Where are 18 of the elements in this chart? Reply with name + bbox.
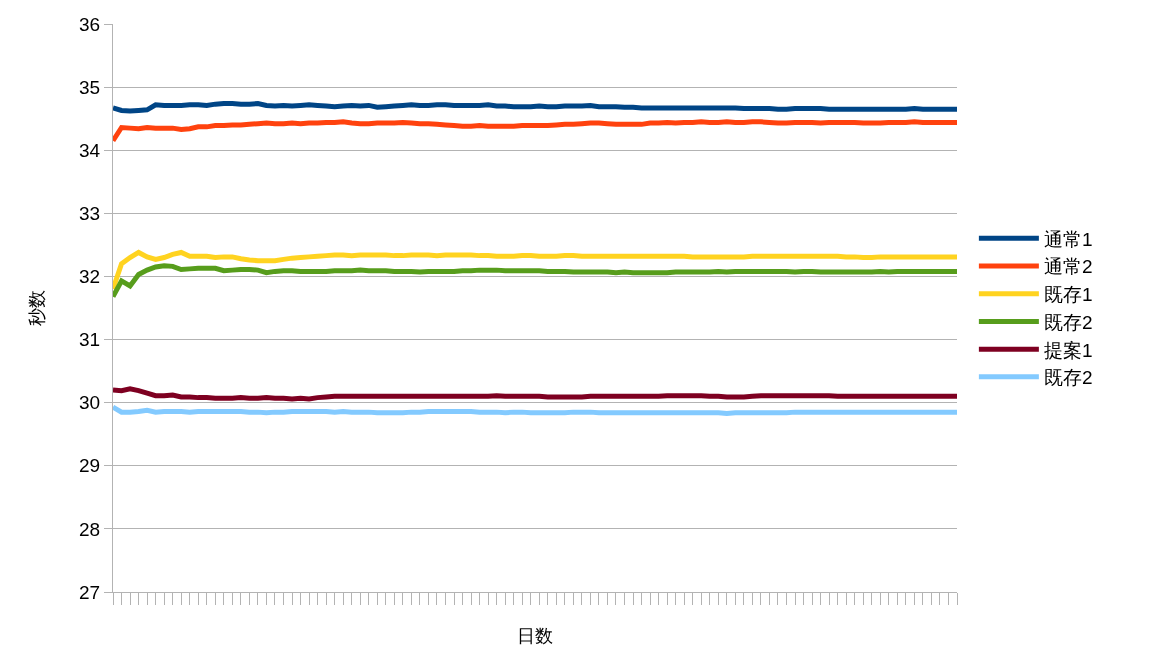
y-tick-label: 32	[79, 266, 101, 288]
y-tick-label: 27	[79, 581, 101, 603]
legend-label: 既存2	[1043, 311, 1093, 333]
y-tick-label: 35	[79, 76, 101, 98]
y-axis-title: 秒数	[27, 290, 48, 326]
y-tick-label: 28	[79, 518, 101, 540]
x-axis-title: 日数	[517, 625, 553, 646]
legend-label: 通常1	[1043, 228, 1093, 250]
y-tick-label: 34	[79, 139, 101, 161]
legend-label: 既存1	[1043, 284, 1093, 306]
y-tick-label: 31	[79, 329, 101, 351]
y-tick-label: 36	[79, 13, 101, 35]
legend-label: 既存2	[1043, 367, 1093, 389]
legend-label: 通常2	[1043, 256, 1093, 278]
y-tick-label: 30	[79, 392, 101, 414]
legend-label: 提案1	[1043, 339, 1093, 361]
y-tick-label: 29	[79, 455, 101, 477]
y-tick-label: 33	[79, 202, 101, 224]
